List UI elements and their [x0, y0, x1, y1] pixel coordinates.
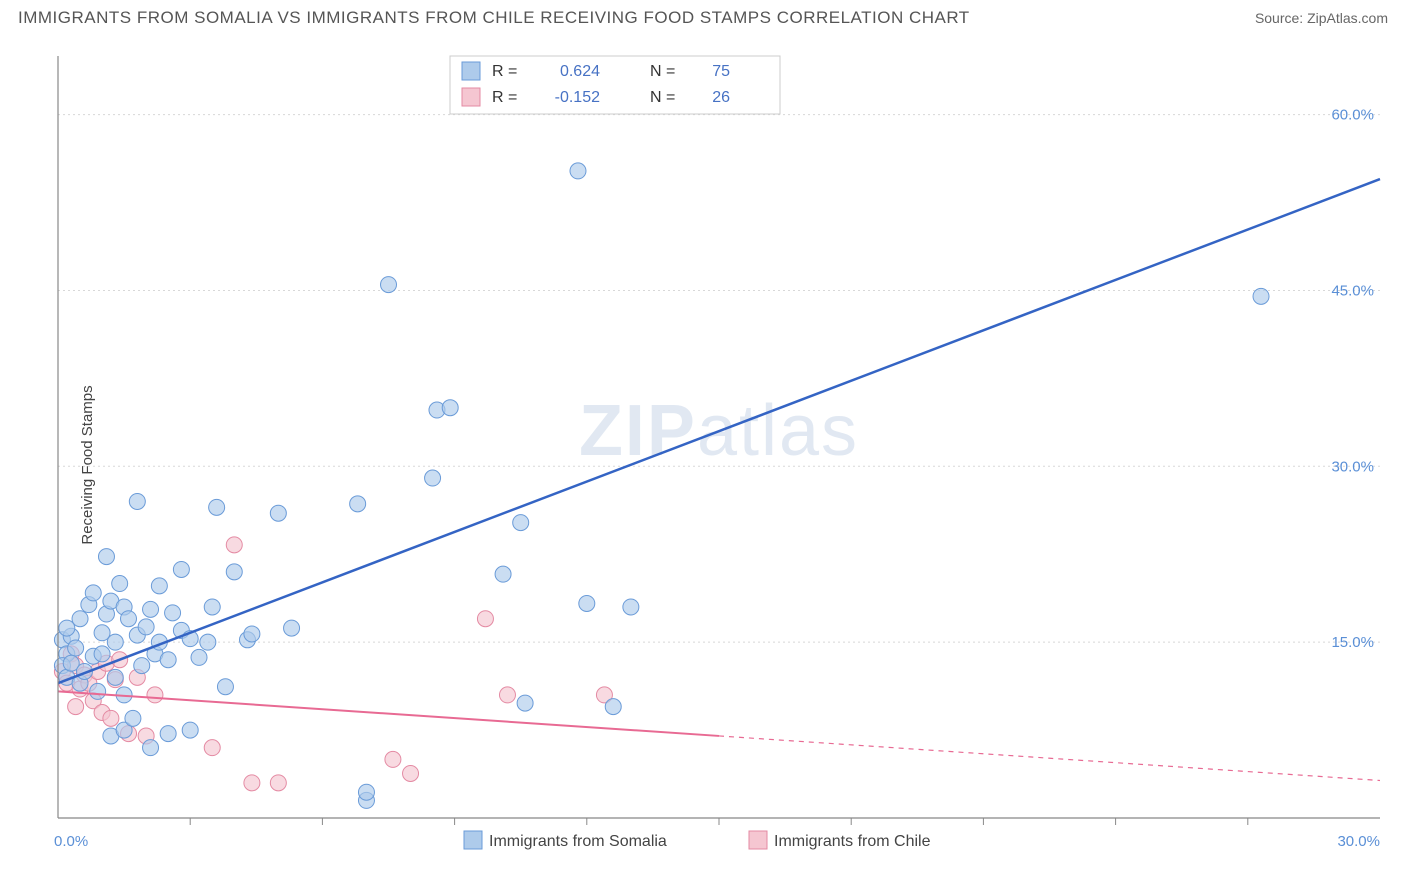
data-point-somalia — [112, 576, 128, 592]
data-point-chile — [68, 699, 84, 715]
data-point-somalia — [270, 505, 286, 521]
trend-line-chile-extrapolated — [719, 736, 1380, 781]
legend-r-value: -0.152 — [555, 89, 600, 106]
data-point-somalia — [200, 634, 216, 650]
legend-swatch-chile — [749, 831, 767, 849]
legend-n-label: N = — [650, 89, 675, 106]
legend-n-value: 75 — [712, 63, 730, 80]
y-tick-label: 15.0% — [1331, 634, 1374, 651]
trend-line-somalia — [58, 179, 1380, 683]
x-axis-max-label: 30.0% — [1337, 833, 1380, 850]
legend-label-chile: Immigrants from Chile — [774, 833, 931, 850]
data-point-somalia — [191, 649, 207, 665]
data-point-chile — [103, 710, 119, 726]
trend-line-chile — [58, 691, 719, 736]
source-attribution: Source: ZipAtlas.com — [1255, 10, 1388, 26]
data-point-chile — [204, 740, 220, 756]
data-point-somalia — [134, 658, 150, 674]
data-point-somalia — [121, 611, 137, 627]
y-tick-label: 30.0% — [1331, 458, 1374, 475]
y-tick-label: 60.0% — [1331, 107, 1374, 124]
data-point-somalia — [182, 722, 198, 738]
data-point-somalia — [217, 679, 233, 695]
data-point-chile — [147, 687, 163, 703]
legend-n-label: N = — [650, 63, 675, 80]
legend-r-label: R = — [492, 89, 517, 106]
data-point-somalia — [204, 599, 220, 615]
data-point-somalia — [284, 620, 300, 636]
data-point-somalia — [173, 561, 189, 577]
y-tick-label: 45.0% — [1331, 282, 1374, 299]
data-point-somalia — [165, 605, 181, 621]
data-point-chile — [385, 751, 401, 767]
data-point-somalia — [129, 493, 145, 509]
data-point-somalia — [425, 470, 441, 486]
data-point-somalia — [381, 277, 397, 293]
data-point-somalia — [143, 601, 159, 617]
data-point-somalia — [59, 620, 75, 636]
data-point-somalia — [94, 625, 110, 641]
data-point-chile — [403, 765, 419, 781]
chart-container: Receiving Food Stamps 15.0%30.0%45.0%60.… — [0, 38, 1406, 892]
data-point-somalia — [517, 695, 533, 711]
data-point-somalia — [605, 699, 621, 715]
data-point-somalia — [623, 599, 639, 615]
data-point-somalia — [94, 646, 110, 662]
legend-r-value: 0.624 — [560, 63, 600, 80]
data-point-somalia — [72, 611, 88, 627]
data-point-somalia — [160, 652, 176, 668]
data-point-chile — [270, 775, 286, 791]
legend-swatch-somalia — [464, 831, 482, 849]
chart-title: IMMIGRANTS FROM SOMALIA VS IMMIGRANTS FR… — [18, 8, 970, 28]
data-point-somalia — [513, 515, 529, 531]
data-point-somalia — [151, 578, 167, 594]
data-point-somalia — [209, 499, 225, 515]
data-point-somalia — [442, 400, 458, 416]
legend-r-label: R = — [492, 63, 517, 80]
legend-swatch — [462, 88, 480, 106]
legend-label-somalia: Immigrants from Somalia — [489, 833, 667, 850]
data-point-somalia — [495, 566, 511, 582]
legend-n-value: 26 — [712, 89, 730, 106]
data-point-somalia — [85, 585, 101, 601]
data-point-chile — [226, 537, 242, 553]
data-point-somalia — [68, 640, 84, 656]
data-point-somalia — [579, 595, 595, 611]
data-point-somalia — [138, 619, 154, 635]
scatter-chart: 15.0%30.0%45.0%60.0%ZIPatlas0.0%30.0%R =… — [0, 38, 1406, 892]
data-point-chile — [499, 687, 515, 703]
data-point-somalia — [107, 634, 123, 650]
data-point-somalia — [125, 710, 141, 726]
data-point-somalia — [143, 740, 159, 756]
data-point-somalia — [1253, 288, 1269, 304]
data-point-chile — [244, 775, 260, 791]
legend-swatch — [462, 62, 480, 80]
data-point-chile — [477, 611, 493, 627]
data-point-somalia — [226, 564, 242, 580]
data-point-somalia — [358, 784, 374, 800]
x-axis-min-label: 0.0% — [54, 833, 88, 850]
data-point-somalia — [98, 549, 114, 565]
data-point-somalia — [570, 163, 586, 179]
data-point-somalia — [160, 726, 176, 742]
data-point-somalia — [90, 683, 106, 699]
data-point-somalia — [107, 669, 123, 685]
data-point-somalia — [350, 496, 366, 512]
y-axis-label: Receiving Food Stamps — [79, 385, 96, 544]
data-point-somalia — [244, 626, 260, 642]
